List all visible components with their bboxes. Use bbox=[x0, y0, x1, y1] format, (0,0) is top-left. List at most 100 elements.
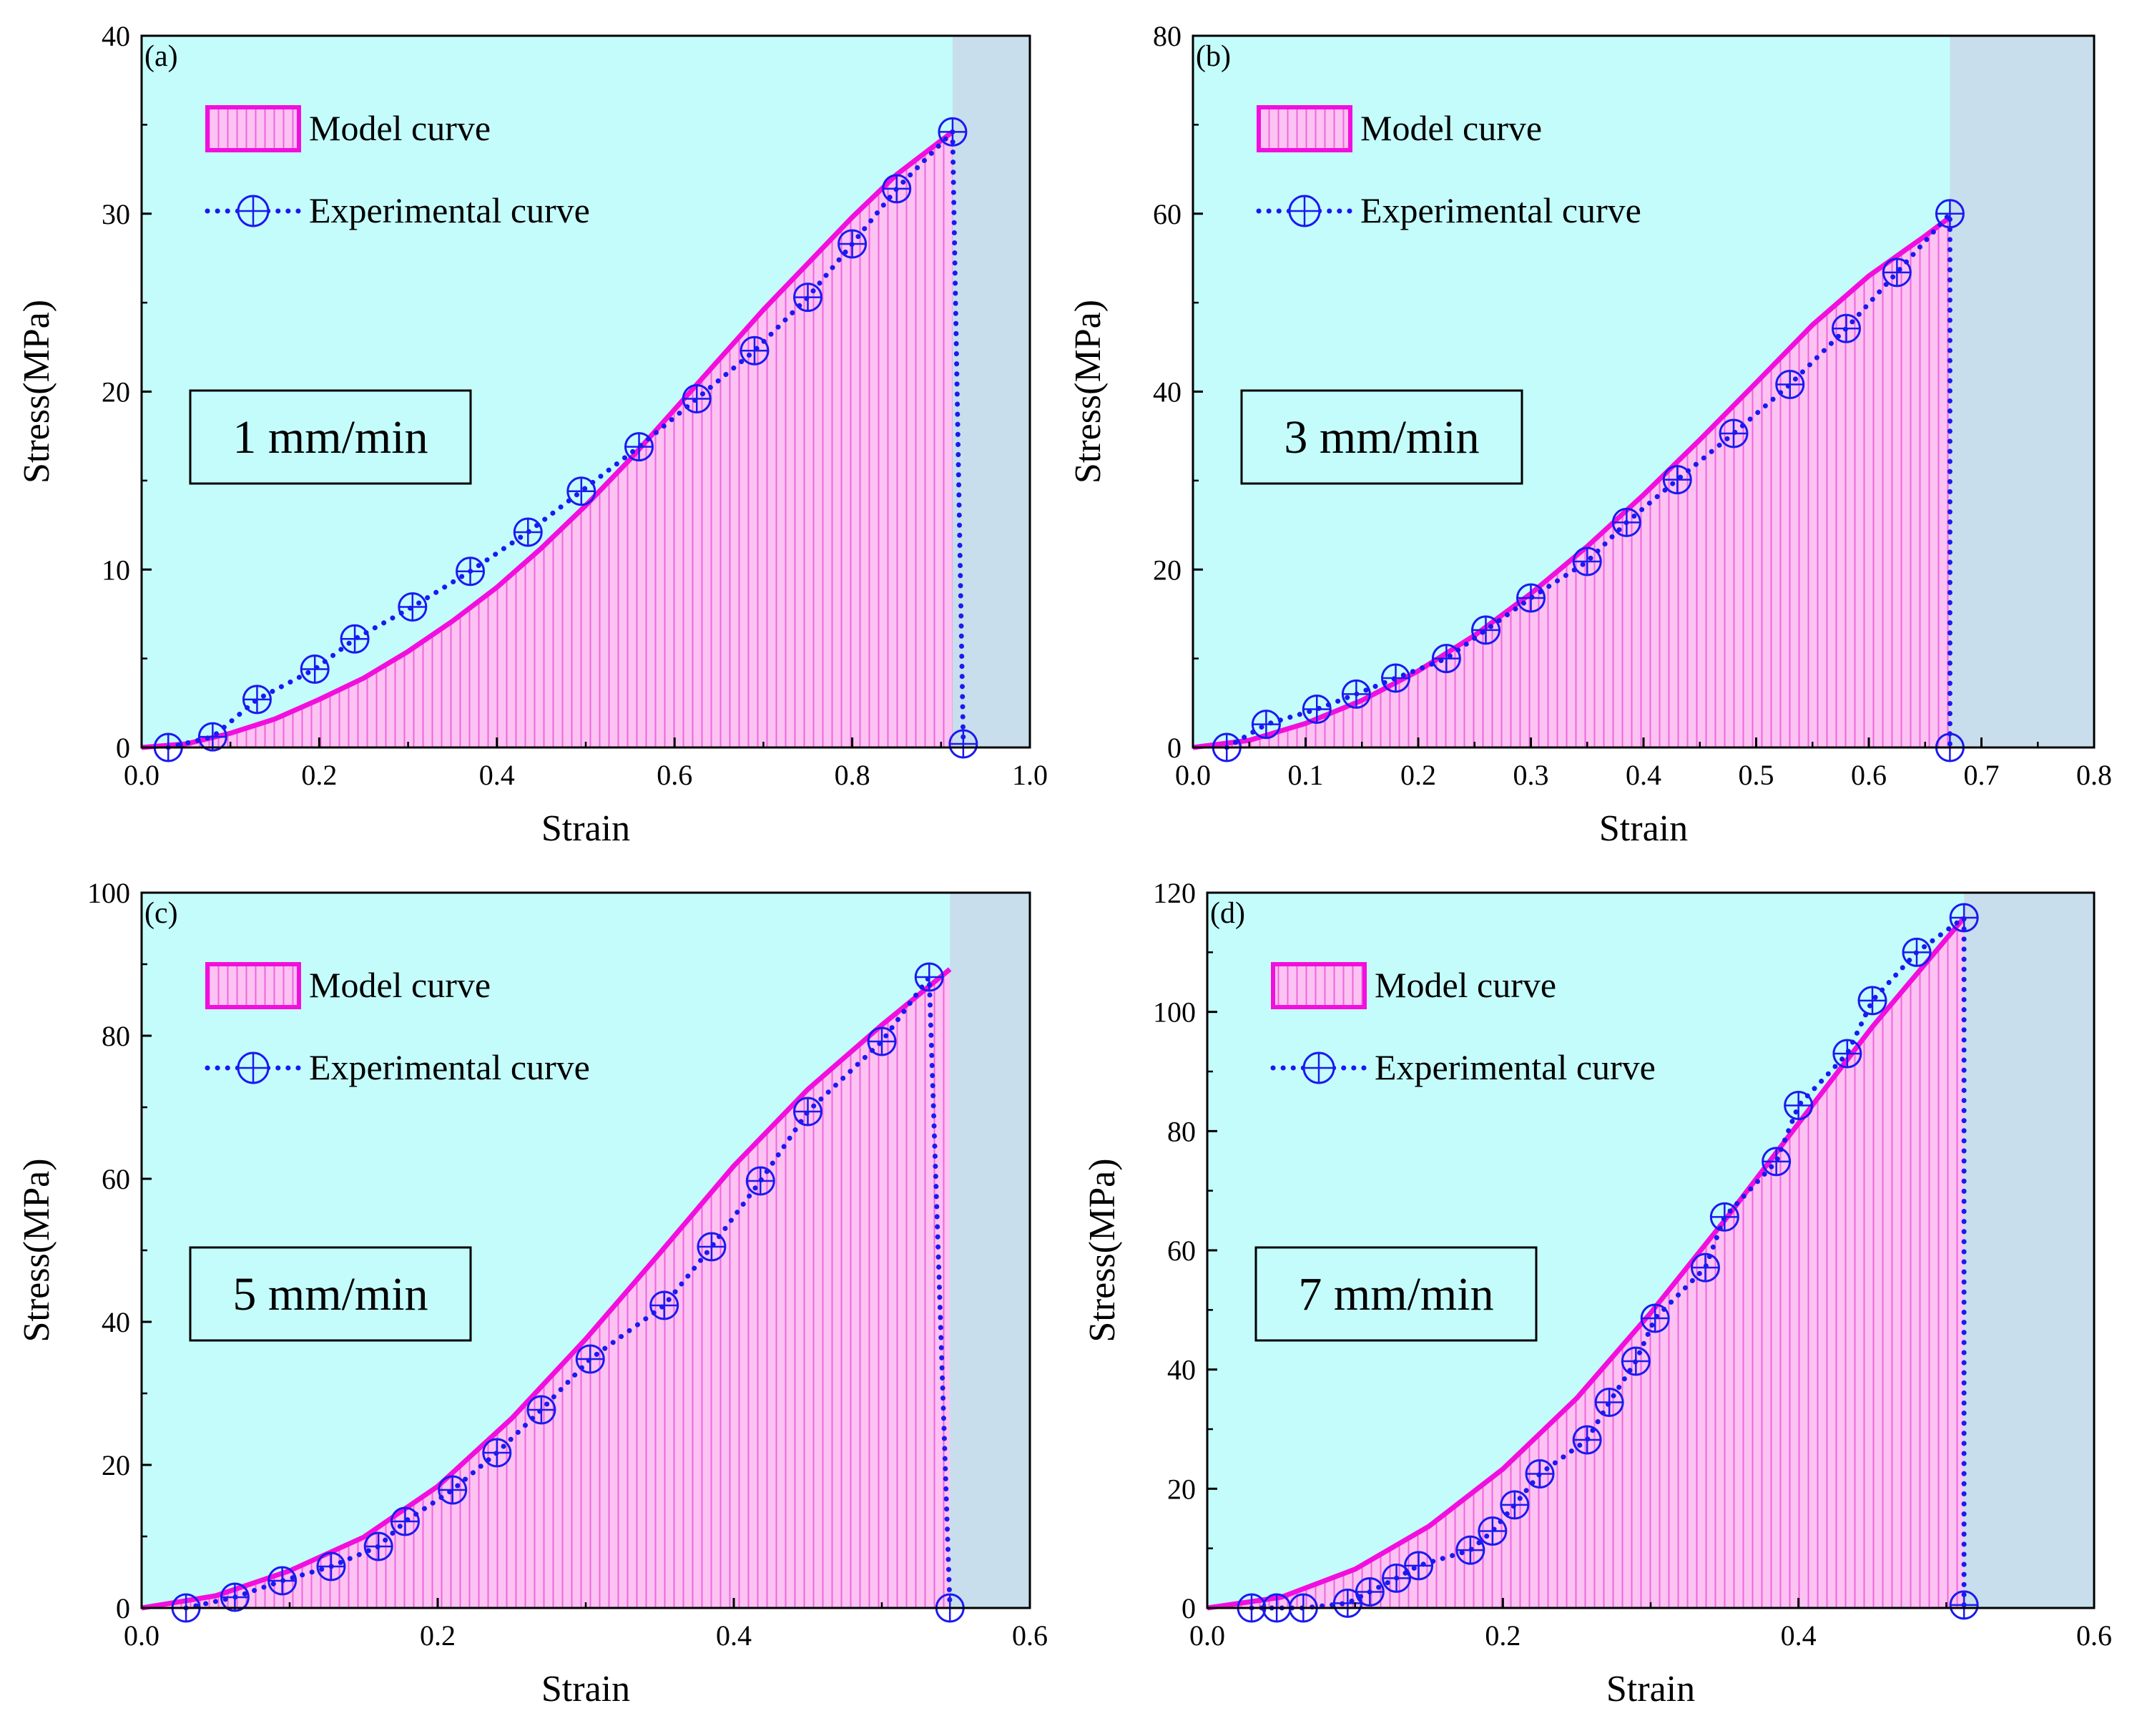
experimental-point bbox=[938, 117, 968, 147]
experimental-point bbox=[1525, 1459, 1555, 1489]
experimental-point bbox=[513, 517, 543, 547]
y-tick-label: 120 bbox=[1153, 877, 1196, 909]
experimental-point bbox=[1784, 1091, 1814, 1120]
y-tick-label: 40 bbox=[1153, 376, 1182, 408]
x-tick-label: 0.4 bbox=[1626, 759, 1661, 791]
legend-model-label: Model curve bbox=[1375, 965, 1556, 1005]
post-failure-region bbox=[952, 36, 1030, 747]
experimental-point bbox=[316, 1551, 346, 1581]
experimental-point bbox=[745, 1166, 775, 1196]
y-ticks: 0 20 40 60 80 bbox=[1153, 20, 1203, 764]
rate-label-box bbox=[189, 389, 472, 485]
model-curve-area bbox=[1207, 918, 1965, 1608]
experimental-point bbox=[1431, 644, 1461, 674]
legend-experimental-label: Experimental curve bbox=[1360, 190, 1641, 230]
x-tick-label: 0.1 bbox=[1288, 759, 1324, 791]
experimental-point bbox=[242, 685, 272, 715]
x-tick-label: 0.4 bbox=[716, 1619, 752, 1652]
y-ticks: 0 20 40 60 80 100 120 bbox=[1153, 877, 1217, 1624]
x-ticks: 0.0 0.1 0.2 0.3 0.4 0.5 0.6 0.7 0.8 bbox=[1175, 737, 2112, 791]
x-axis-title: Strain bbox=[1599, 808, 1688, 849]
x-tick-label: 0.0 bbox=[124, 1619, 159, 1652]
legend: Model curve Experimental curve bbox=[205, 962, 590, 1087]
x-tick-label: 0.4 bbox=[479, 759, 515, 791]
model-curve-line bbox=[1207, 916, 1966, 1611]
experimental-point bbox=[1662, 465, 1692, 495]
y-tick-label: 80 bbox=[1167, 1115, 1196, 1147]
x-tick-label: 0.4 bbox=[1781, 1619, 1817, 1652]
experimental-point bbox=[1594, 1388, 1624, 1417]
legend-experimental-label: Experimental curve bbox=[309, 190, 590, 230]
model-curve-line bbox=[1192, 215, 1952, 750]
experimental-point bbox=[867, 1026, 897, 1056]
experimental-point bbox=[1471, 615, 1500, 645]
y-tick-label: 0 bbox=[1167, 732, 1182, 764]
y-tick-label: 60 bbox=[1153, 198, 1182, 230]
experimental-point bbox=[948, 729, 978, 759]
experimental-point bbox=[1949, 1590, 1979, 1620]
legend: Model curve Experimental curve bbox=[1270, 962, 1656, 1087]
experimental-point bbox=[456, 556, 486, 587]
experimental-point bbox=[882, 174, 912, 204]
y-tick-label: 100 bbox=[87, 877, 130, 909]
experimental-point bbox=[1857, 986, 1887, 1016]
y-tick-label: 20 bbox=[102, 376, 130, 408]
experimental-point bbox=[526, 1395, 556, 1425]
experimental-point bbox=[482, 1438, 512, 1468]
experimental-point bbox=[649, 1290, 679, 1320]
experimental-point bbox=[682, 383, 712, 413]
experimental-point bbox=[398, 592, 428, 622]
y-tick-label: 60 bbox=[1167, 1235, 1196, 1267]
rate-label-box bbox=[1240, 389, 1523, 485]
experimental-point bbox=[1621, 1346, 1651, 1376]
y-tick-label: 80 bbox=[102, 1020, 130, 1052]
experimental-point bbox=[566, 476, 596, 506]
experimental-point bbox=[1355, 1577, 1385, 1607]
legend: Model curve Experimental curve bbox=[1256, 105, 1641, 230]
y-tick-label: 0 bbox=[116, 732, 130, 764]
x-tick-label: 0.2 bbox=[1485, 1619, 1521, 1652]
model-curve-area bbox=[1193, 217, 1950, 747]
x-tick-label: 0.5 bbox=[1739, 759, 1774, 791]
experimental-markers bbox=[153, 117, 978, 762]
experimental-point bbox=[837, 229, 868, 259]
experimental-point bbox=[1500, 1490, 1530, 1520]
legend-model-label: Model curve bbox=[309, 108, 491, 148]
x-tick-label: 0.2 bbox=[420, 1619, 456, 1652]
experimental-point bbox=[1775, 370, 1805, 400]
y-axis-title: Stress(MPa) bbox=[16, 300, 57, 484]
y-tick-label: 100 bbox=[1153, 996, 1196, 1029]
experimental-point bbox=[1341, 679, 1371, 709]
rate-label: 1 mm/min bbox=[232, 411, 428, 464]
experimental-point bbox=[220, 1582, 250, 1612]
panel-d: 0.0 0.2 0.4 0.6 0 20 40 60 80 100 120 Strain Stre… bbox=[1082, 877, 2112, 1710]
post-failure-region bbox=[1964, 893, 2094, 1608]
model-curve-area bbox=[142, 132, 953, 748]
experimental-point bbox=[914, 962, 944, 992]
model-curve-line bbox=[141, 129, 955, 750]
y-ticks: 0 20 40 60 80 100 bbox=[87, 877, 152, 1624]
legend-experimental-marker bbox=[1302, 1051, 1335, 1084]
panel-label: (c) bbox=[144, 897, 178, 930]
experimental-point bbox=[1902, 937, 1932, 967]
y-axis-title: Stress(MPa) bbox=[1068, 300, 1109, 484]
x-tick-label: 0.3 bbox=[1513, 759, 1549, 791]
experimental-point bbox=[575, 1344, 605, 1374]
experimental-point bbox=[1516, 583, 1546, 613]
legend-model-swatch bbox=[1271, 962, 1367, 1009]
panel-a: 0.0 0.2 0.4 0.6 0.8 1.0 0 10 20 30 40 Strain Stre… bbox=[16, 20, 1048, 849]
rate-label: 5 mm/min bbox=[232, 1268, 428, 1320]
experimental-point bbox=[340, 624, 370, 654]
x-tick-label: 1.0 bbox=[1012, 759, 1048, 791]
experimental-point bbox=[197, 722, 227, 752]
experimental-point bbox=[267, 1566, 298, 1596]
x-tick-label: 0.0 bbox=[1189, 1619, 1225, 1652]
panel-b: 0.0 0.1 0.2 0.3 0.4 0.5 0.6 0.7 0.8 0 20 40 60 80 St… bbox=[1068, 20, 2112, 849]
x-axis-title: Strain bbox=[541, 808, 630, 849]
experimental-point bbox=[1762, 1147, 1792, 1177]
x-tick-label: 0.6 bbox=[1851, 759, 1887, 791]
x-axis-title: Strain bbox=[541, 1669, 630, 1710]
x-tick-label: 0.8 bbox=[2076, 759, 2112, 791]
experimental-point bbox=[1949, 903, 1979, 933]
